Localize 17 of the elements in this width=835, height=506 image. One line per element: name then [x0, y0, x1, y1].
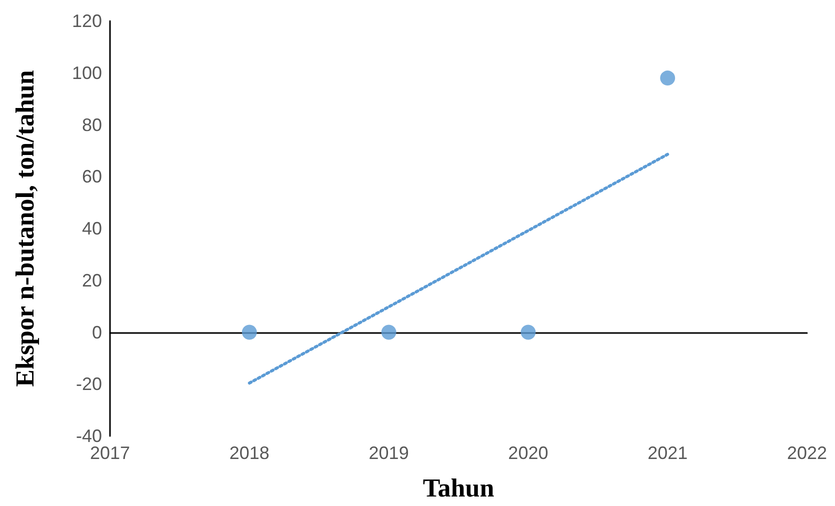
y-tick-label: 80 — [82, 114, 102, 135]
y-tick-label: 20 — [82, 270, 102, 290]
x-tick-label: 2017 — [90, 443, 130, 463]
x-tick-label: 2019 — [368, 443, 409, 463]
y-tick-label: -40 — [76, 426, 102, 446]
x-axis-title: Tahun — [422, 474, 495, 502]
x-tick-label: 2018 — [229, 443, 270, 463]
y-tick-label: 120 — [72, 11, 102, 31]
y-axis-title: Ekspor n-butanol, ton/tahun — [10, 70, 40, 387]
x-tick-label: 2022 — [786, 443, 828, 463]
x-tick-label: 2020 — [508, 443, 548, 463]
y-tick-label: 40 — [82, 218, 102, 238]
y-tick-label: 60 — [82, 166, 102, 187]
x-tick-label: 2021 — [648, 443, 688, 463]
y-tick-label: 0 — [92, 322, 102, 342]
y-tick-label: 100 — [72, 62, 102, 83]
y-tick-label: -20 — [76, 374, 102, 394]
